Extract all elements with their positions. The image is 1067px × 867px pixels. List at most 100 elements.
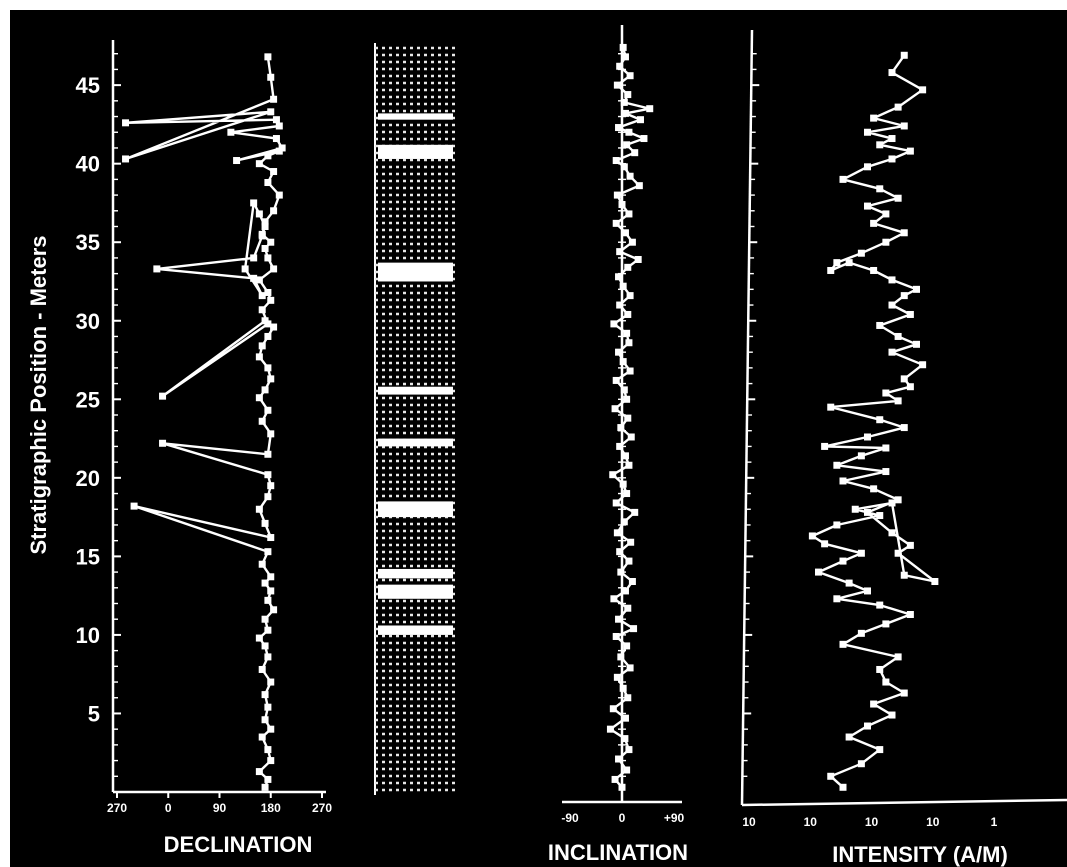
intensity-point	[833, 521, 841, 529]
inclination-point	[631, 149, 639, 157]
inclination-point	[615, 348, 623, 356]
intensity-x-tick-label: 1	[991, 815, 998, 829]
intensity-point	[876, 185, 884, 193]
declination-point	[267, 482, 275, 490]
intensity-point	[870, 266, 878, 274]
intensity-point	[888, 276, 896, 284]
declination-point	[250, 254, 258, 262]
declination-point	[264, 288, 272, 296]
inclination-point	[624, 91, 632, 99]
intensity-point	[839, 640, 847, 648]
intensity-point	[913, 285, 920, 293]
declination-point	[255, 634, 263, 642]
inclination-point	[625, 557, 633, 565]
intensity-point	[864, 587, 871, 595]
y-tick-label: 40	[76, 152, 100, 177]
intensity-point	[833, 259, 841, 267]
intensity-point	[870, 114, 878, 122]
inclination-point	[625, 210, 633, 218]
declination-point	[258, 306, 266, 314]
intensity-point	[919, 86, 927, 94]
declination-point	[264, 53, 272, 61]
declination-point	[267, 296, 275, 304]
intensity-point	[906, 610, 914, 618]
intensity-x-tick-label: 10	[926, 815, 940, 829]
intensity-point	[894, 549, 902, 557]
normal-polarity-block	[378, 438, 453, 447]
intensity-point	[827, 772, 835, 780]
intensity-point	[888, 348, 896, 356]
declination-point	[264, 332, 272, 340]
inclination-point	[623, 490, 631, 498]
intensity-point	[876, 141, 884, 149]
declination-axis-title: DECLINATION	[164, 832, 313, 857]
inclination-point	[621, 587, 629, 595]
declination-point	[261, 691, 269, 699]
declination-point	[267, 725, 275, 733]
y-tick-label: 5	[88, 701, 100, 726]
declination-point	[264, 626, 272, 634]
inclination-point	[613, 529, 621, 537]
inclination-point	[625, 746, 633, 754]
inclination-point	[623, 329, 631, 337]
intensity-point	[833, 595, 841, 603]
inclination-point	[612, 376, 620, 384]
inclination-point	[619, 480, 627, 488]
intensity-point	[845, 579, 853, 587]
intensity-point	[845, 733, 853, 741]
stratigraphic-chart: 5 10 15 20 25 30 35 40 45 270 0 90 180 270 -90 0 +90 10 10…	[26, 25, 1067, 867]
inclination-point	[624, 604, 632, 612]
intensity-point	[906, 147, 914, 155]
intensity-point	[839, 557, 847, 565]
declination-point	[261, 783, 269, 791]
y-axis-title: Stratigraphic Position - Meters	[26, 235, 51, 554]
intensity-point	[888, 711, 896, 719]
declination-point	[267, 678, 275, 686]
intensity-point	[876, 416, 884, 424]
declination-x-tick-label: 270	[312, 801, 332, 815]
intensity-point	[888, 135, 896, 143]
inclination-point	[640, 135, 648, 143]
intensity-point	[888, 155, 896, 163]
declination-point	[275, 122, 283, 130]
inclination-point	[619, 282, 627, 290]
declination-point	[264, 471, 272, 479]
declination-point	[267, 108, 275, 116]
intensity-point	[857, 452, 865, 460]
intensity-point	[857, 249, 865, 257]
declination-point	[261, 642, 269, 650]
declination-point	[258, 417, 266, 425]
inclination-point	[623, 395, 631, 403]
declination-point	[264, 653, 272, 661]
inclination-point	[610, 595, 618, 603]
declination-point	[264, 548, 272, 556]
intensity-point	[894, 332, 902, 340]
intensity-x-axis	[741, 798, 1067, 807]
intensity-point	[882, 389, 890, 397]
normal-polarity-block	[378, 625, 453, 635]
inclination-point	[609, 471, 617, 479]
declination-point	[261, 579, 269, 587]
intensity-point	[857, 760, 865, 768]
intensity-x-tick-label: 10	[865, 815, 879, 829]
intensity-x-tick-label: 10	[742, 815, 756, 829]
inclination-point	[630, 625, 638, 633]
y-tick-label: 45	[76, 73, 100, 98]
declination-x-tick-label: 90	[213, 801, 227, 815]
intensity-axis-title: INTENSITY (A/M)	[832, 842, 1008, 867]
declination-point	[264, 775, 272, 783]
intensity-point	[864, 508, 871, 516]
inclination-point	[625, 461, 633, 469]
declination-point	[153, 265, 161, 273]
inclination-point	[626, 664, 634, 672]
intensity-point	[906, 310, 914, 318]
intensity-point	[894, 397, 902, 405]
inclination-line	[609, 47, 651, 789]
intensity-point	[870, 700, 878, 708]
inclination-point	[634, 255, 642, 263]
inclination-point	[618, 201, 626, 209]
declination-point	[261, 223, 269, 230]
declination-point	[261, 519, 269, 527]
declination-point	[267, 238, 275, 246]
intensity-point	[845, 259, 853, 267]
